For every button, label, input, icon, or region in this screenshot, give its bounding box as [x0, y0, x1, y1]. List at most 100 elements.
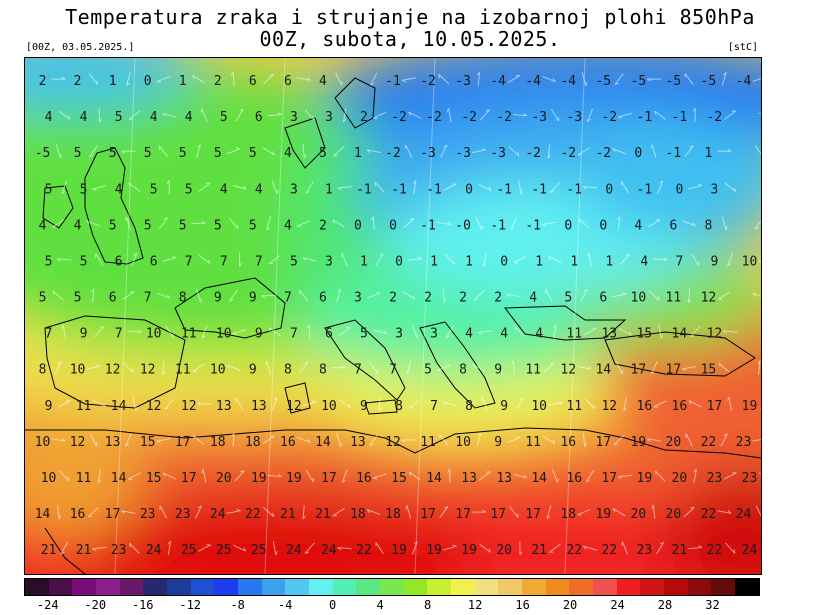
- colorbar-swatch: [616, 579, 641, 595]
- wind-arrow: [95, 253, 104, 266]
- temperature-value: 23: [111, 543, 127, 558]
- temperature-value: 14: [35, 507, 51, 522]
- temperature-map: 2 2 1 0 1 2 6 6 4 -1 -2 -3 -4 -4 -4 -5 -5 -5 -5 -4 4 4 5 4 4 5 6 3 3…: [24, 57, 762, 575]
- wind-arrow: [340, 252, 348, 267]
- wind-arrow: [197, 402, 212, 407]
- wind-arrow: [162, 360, 166, 376]
- wind-arrow: [682, 220, 697, 227]
- temperature-value: 5: [179, 146, 187, 161]
- wind-arrow: [235, 108, 244, 122]
- wind-arrow: [757, 360, 761, 375]
- temperature-value: 17: [666, 363, 682, 378]
- wind-arrow: [658, 324, 664, 339]
- temperature-value: 22: [701, 507, 717, 522]
- temperature-value: 10: [455, 435, 471, 450]
- wind-arrow: [373, 111, 387, 120]
- wind-arrow: [724, 110, 737, 120]
- wind-arrow: [296, 220, 311, 228]
- wind-arrow: [513, 255, 527, 264]
- graticule-line: [564, 58, 586, 574]
- wind-arrow: [228, 289, 239, 302]
- temperature-value: 2: [389, 291, 397, 306]
- temperature-value: 17: [105, 507, 121, 522]
- wind-arrow: [121, 510, 136, 514]
- wind-arrow: [372, 473, 387, 480]
- wind-arrow: [614, 73, 624, 86]
- wind-arrow: [508, 146, 520, 157]
- wind-arrow: [307, 324, 311, 339]
- wind-arrow: [61, 324, 67, 339]
- colorbar-swatch: [167, 579, 191, 595]
- temperature-value: 11: [566, 399, 582, 414]
- wind-arrow: [232, 329, 247, 336]
- wind-arrow: [754, 145, 761, 155]
- temperature-value: 19: [251, 471, 267, 486]
- wind-arrow: [335, 72, 343, 86]
- wind-arrow: [158, 145, 169, 158]
- temperature-value: 12: [286, 399, 302, 414]
- temperature-value: 10: [631, 291, 647, 306]
- wind-arrow: [372, 329, 387, 335]
- temperature-value: 11: [666, 291, 682, 306]
- temperature-value: 14: [111, 399, 127, 414]
- temperature-value: 9: [500, 399, 508, 414]
- wind-arrow: [121, 150, 136, 154]
- wind-arrow: [122, 291, 135, 300]
- wind-arrow: [617, 474, 633, 479]
- wind-arrow: [483, 252, 487, 267]
- wind-arrow: [752, 439, 761, 442]
- wind-arrow: [620, 181, 630, 194]
- wind-arrow: [374, 181, 385, 193]
- temperature-value: 12: [105, 363, 121, 378]
- model-run-label: [00Z, 03.05.2025.]: [26, 42, 135, 53]
- wind-arrow: [442, 288, 447, 303]
- temperature-value: 20: [496, 543, 512, 558]
- wind-arrow: [89, 433, 98, 447]
- wind-arrow: [411, 324, 419, 339]
- temperature-value: 23: [637, 543, 653, 558]
- temperature-value: 7: [430, 399, 438, 414]
- temperature-value: 2: [360, 110, 368, 125]
- temperature-value: -2: [707, 110, 723, 125]
- wind-arrow: [267, 473, 282, 478]
- temperature-value: -5: [35, 146, 51, 161]
- wind-arrow: [578, 218, 590, 229]
- wind-arrow: [688, 183, 703, 190]
- temperature-value: 25: [216, 543, 232, 558]
- wind-arrow: [338, 399, 351, 409]
- wind-arrow: [230, 71, 235, 87]
- temperature-value: 13: [601, 327, 617, 342]
- map-subtitle-date: 00Z, subota, 10.05.2025.: [259, 27, 561, 51]
- colorbar-swatch: [545, 579, 570, 595]
- wind-arrow: [690, 326, 701, 338]
- wind-arrow: [261, 295, 276, 299]
- temperature-value: 11: [525, 435, 541, 450]
- colorbar-tick-label: 32: [705, 598, 720, 612]
- temperature-value: 9: [711, 254, 719, 269]
- temperature-value: -1: [496, 182, 512, 197]
- temperature-value: -4: [736, 74, 752, 89]
- wind-arrows: [51, 71, 761, 556]
- temperature-value: 17: [175, 435, 191, 450]
- temperature-value: 1: [360, 254, 368, 269]
- temperature-value: 12: [385, 435, 401, 450]
- wind-arrow: [128, 110, 141, 120]
- wind-arrow: [582, 545, 597, 551]
- wind-arrow: [196, 144, 201, 159]
- wind-arrow: [367, 291, 381, 299]
- colorbar-swatch: [332, 579, 357, 595]
- wind-arrow: [336, 288, 342, 303]
- wind-arrow: [585, 469, 595, 483]
- temperature-value: 25: [251, 543, 267, 558]
- wind-arrow: [612, 507, 626, 517]
- wind-arrow: [379, 396, 383, 412]
- temperature-value: 7: [284, 291, 292, 306]
- temperature-value: -1: [525, 218, 541, 233]
- temperature-value: 5: [249, 218, 257, 233]
- wind-arrow: [507, 436, 521, 443]
- temperature-value: 10: [146, 327, 162, 342]
- wind-arrow: [725, 542, 736, 554]
- temperature-value: 5: [109, 146, 117, 161]
- wind-arrow: [366, 149, 381, 154]
- temperature-value: 9: [80, 327, 88, 342]
